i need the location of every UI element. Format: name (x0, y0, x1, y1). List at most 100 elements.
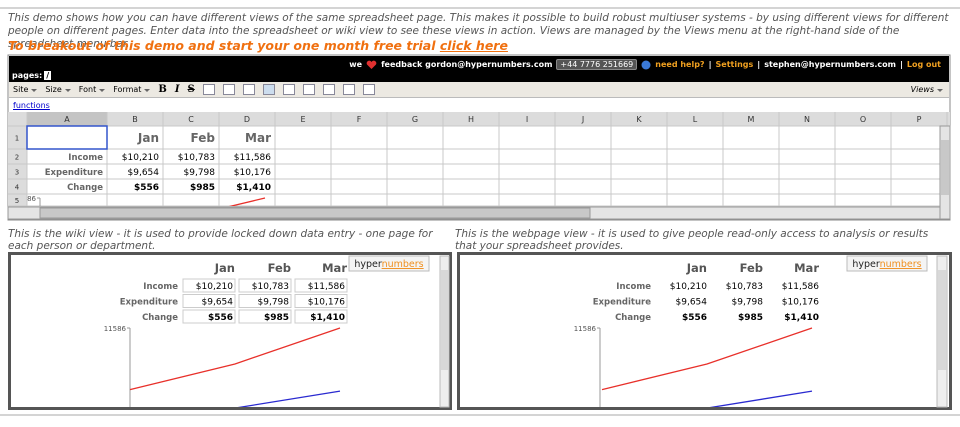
y-tick-label: 11586 (14, 195, 37, 203)
column-header: I (526, 115, 528, 124)
cell-value: $985 (264, 313, 289, 323)
phone: +44 7776 251669 (556, 59, 638, 70)
menu-item[interactable]: Size (45, 85, 72, 94)
series-line (709, 390, 813, 407)
menu-item[interactable]: Site (13, 85, 38, 94)
input-box[interactable] (238, 309, 292, 324)
column-header: F (357, 115, 362, 124)
toolbar-icon[interactable] (282, 84, 295, 95)
column-header: A (64, 115, 70, 124)
top-bar-links: we feedback gordon@hypernumbers.com +44 … (349, 59, 941, 70)
v-scroll-thumb[interactable] (941, 140, 949, 195)
cell-value: $1,410 (310, 313, 345, 323)
input-box[interactable] (294, 278, 348, 293)
input-box[interactable] (182, 309, 236, 324)
cell-value: $556 (208, 313, 233, 323)
heart-icon (366, 60, 377, 69)
logo: hypernumbers (354, 259, 423, 270)
line-chart: 11586 (104, 325, 341, 407)
cell-value: $10,176 (782, 298, 819, 308)
top-bar: we feedback gordon@hypernumbers.com +44 … (9, 56, 949, 82)
column-header: O (860, 115, 866, 124)
logo-numbers: numbers (382, 259, 424, 270)
cell-value: $10,210 (122, 153, 159, 163)
cell-value: $10,783 (726, 282, 763, 292)
column-header: M (748, 115, 755, 124)
pages-label: pages: (12, 71, 43, 80)
month-header: Mar (245, 131, 271, 145)
format-button[interactable]: B (158, 84, 167, 95)
settings-link[interactable]: Settings (715, 60, 754, 69)
row-header: 3 (15, 169, 19, 177)
pages: pages: / (12, 71, 52, 80)
column-header: L (693, 115, 698, 124)
toolbar-icon[interactable] (242, 84, 255, 95)
help-link[interactable]: need help? (655, 60, 705, 69)
logout-link[interactable]: Log out (906, 60, 941, 69)
page-link[interactable]: / (44, 71, 52, 80)
selected-cell (26, 125, 108, 150)
column-header: J (581, 115, 584, 124)
column-header: P (917, 115, 922, 124)
input-box[interactable] (294, 294, 348, 308)
functions-link[interactable]: functions (13, 101, 50, 110)
h-scroll-thumb[interactable] (39, 207, 591, 219)
views-menu[interactable]: Views (911, 85, 944, 94)
input-box[interactable] (294, 309, 348, 324)
format-button[interactable]: I (174, 84, 180, 95)
toolbar-icon[interactable] (302, 84, 315, 95)
column-header: N (804, 115, 810, 124)
promo-link[interactable]: click here (439, 38, 508, 53)
help-icon (641, 60, 651, 69)
wiki-scroll-thumb[interactable] (441, 270, 448, 370)
wiki-panel (8, 252, 452, 410)
menu-item[interactable]: Font (79, 85, 106, 94)
column-header-selected (27, 112, 107, 126)
y-tick-label: 11586 (574, 325, 597, 333)
feedback-link[interactable]: feedback gordon@hypernumbers.com (381, 60, 553, 69)
cell-value: $10,210 (196, 282, 233, 292)
row-header: 2 (15, 154, 19, 162)
cell-value: $985 (190, 183, 215, 193)
column-header: H (468, 115, 474, 124)
logo-hyper: hyper (354, 259, 382, 270)
month-header: Feb (191, 131, 216, 145)
toolbar-icon[interactable] (322, 84, 335, 95)
logo-box (846, 255, 928, 272)
input-box[interactable] (182, 294, 236, 308)
month-header: Jan (686, 261, 707, 275)
toolbar-icon[interactable] (222, 84, 235, 95)
toolbar-icon[interactable] (342, 84, 355, 95)
toolbar-icon[interactable] (362, 84, 375, 95)
webpage-caption: This is the webpage view - it is used to… (455, 228, 929, 252)
row-label: Income (68, 153, 103, 163)
cell-value: $556 (682, 313, 707, 323)
row-label: Expenditure (120, 298, 178, 308)
row-label: Income (616, 282, 651, 292)
cell-value: $10,176 (234, 168, 271, 178)
input-box[interactable] (182, 278, 236, 293)
cell-value: $9,798 (732, 298, 764, 308)
webpage-scroll-thumb[interactable] (938, 270, 946, 370)
cell-value: $11,586 (308, 282, 345, 292)
format-button[interactable]: S (187, 84, 195, 95)
cell-value: $11,586 (234, 153, 271, 163)
wiki-caption: This is the wiki view - it is used to pr… (8, 228, 433, 252)
toolbar-icon[interactable] (202, 84, 215, 95)
series-line (129, 327, 341, 391)
logo-numbers: numbers (880, 259, 922, 270)
column-header: K (636, 115, 642, 124)
toolbar-icon[interactable] (262, 84, 275, 95)
column-header: E (300, 115, 305, 124)
input-box[interactable] (238, 294, 292, 308)
logo: hypernumbers (852, 259, 921, 270)
line-chart: 11586 (14, 195, 266, 206)
cell-value: $556 (134, 183, 159, 193)
cell-value: $1,410 (784, 313, 819, 323)
menu-bar: Site Size Font Format B I S Views (9, 82, 949, 98)
cell-value: $9,798 (184, 168, 216, 178)
menu-item[interactable]: Format (113, 85, 151, 94)
input-box[interactable] (238, 278, 292, 293)
intro-text: This demo shows how you can have differe… (8, 12, 949, 50)
